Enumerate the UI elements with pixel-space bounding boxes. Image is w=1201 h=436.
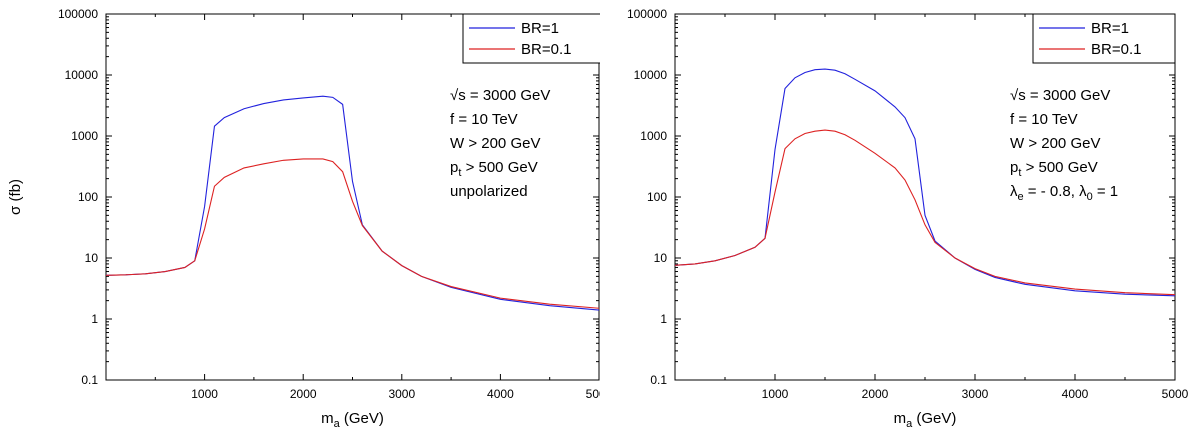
legend-label-right: BR=0.1 [1091, 41, 1141, 58]
x-tick-label-left: 5000 [586, 387, 600, 401]
y-tick-label-right: 1 [660, 312, 667, 326]
legend-box-right [1032, 13, 1176, 64]
y-tick-label-right: 10 [654, 251, 668, 265]
annotation-text-left: unpolarized [450, 183, 528, 200]
x-tick-label-right: 3000 [962, 387, 989, 401]
series-line-br01-left [105, 158, 600, 309]
y-tick-label-right: 10000 [634, 68, 668, 82]
x-axis-label-left: ma (GeV) [321, 410, 384, 430]
x-tick-label-right: 5000 [1162, 387, 1189, 401]
y-tick-label-left: 10000 [65, 68, 99, 82]
y-tick-label-left: 100 [78, 190, 98, 204]
annotation-text-left: f = 10 TeV [450, 111, 518, 128]
x-tick-label-right: 4000 [1062, 387, 1089, 401]
series-line-br1-left [105, 95, 600, 311]
legend-box-left [462, 13, 600, 64]
x-tick-label-right: 1000 [762, 387, 789, 401]
legend-label-left: BR=1 [521, 20, 559, 37]
y-axis-label-left: σ (fb) [7, 179, 24, 215]
annotation-text-right: f = 10 TeV [1010, 111, 1078, 128]
series-line-br01-right [674, 129, 1176, 296]
annotation-text-left: pt > 500 GeV [450, 159, 538, 179]
chart-right: 1000 2000 3000 4000 5000 0.1 1 10 100 1000 10000 10… [627, 7, 1189, 430]
annotation-text-left: √s = 3000 GeV [450, 87, 550, 104]
x-tick-label-left: 3000 [388, 387, 415, 401]
y-tick-label-left: 1 [91, 312, 98, 326]
y-tick-label-right: 1000 [640, 129, 667, 143]
x-tick-label-right: 2000 [862, 387, 889, 401]
annotation-text-left: W > 200 GeV [450, 135, 540, 152]
legend-label-right: BR=1 [1091, 20, 1129, 37]
x-axis-label-right: ma (GeV) [894, 410, 957, 430]
x-tick-label-left: 2000 [290, 387, 317, 401]
chart-left: 1000 2000 3000 4000 5000 0.1 1 10 100 1000 10000 10… [7, 7, 600, 430]
annotation-text-right: W > 200 GeV [1010, 135, 1100, 152]
x-tick-label-left: 4000 [487, 387, 514, 401]
x-tick-label-left: 1000 [191, 387, 218, 401]
annotation-text-right: λe = - 0.8, λ0 = 1 [1010, 183, 1118, 203]
y-tick-label-left: 10 [85, 251, 99, 265]
y-tick-label-right: 100000 [627, 7, 667, 21]
annotation-text-right: pt > 500 GeV [1010, 159, 1098, 179]
y-tick-label-right: 0.1 [650, 373, 667, 387]
y-tick-label-left: 1000 [71, 129, 98, 143]
y-tick-label-left: 100000 [58, 7, 98, 21]
y-tick-label-left: 0.1 [81, 373, 98, 387]
y-tick-label-right: 100 [647, 190, 667, 204]
legend-label-left: BR=0.1 [521, 41, 571, 58]
annotation-text-right: √s = 3000 GeV [1010, 87, 1110, 104]
